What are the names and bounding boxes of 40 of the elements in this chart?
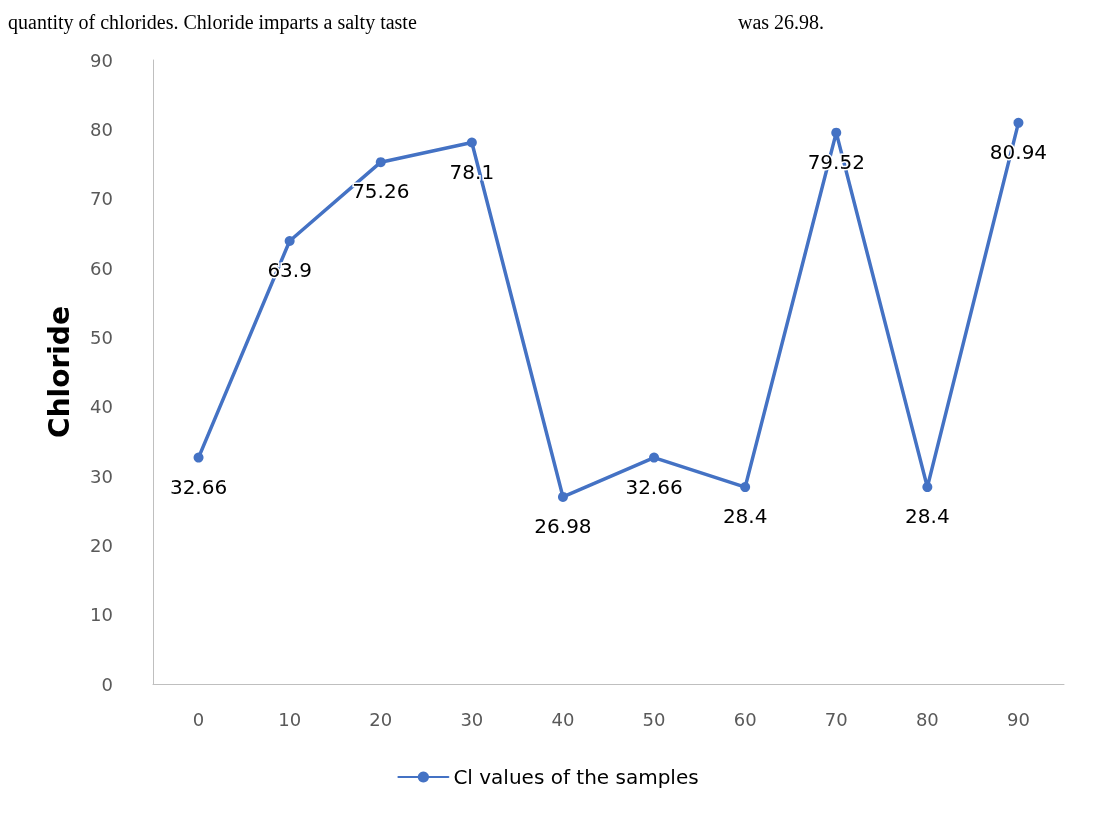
point (831, 127, 842, 138)
x-tick-label: 40 (551, 708, 575, 730)
x-tick-label: 10 (278, 708, 302, 730)
data-label: 26.98 (534, 513, 592, 538)
data-label: 75.26 (352, 179, 410, 204)
text: quantity of chlorides. Chloride imparts a salty taste (8, 11, 417, 34)
y-tick-label: 20 (90, 534, 113, 556)
point (466, 137, 477, 148)
y-tick-label: 40 (90, 396, 113, 418)
point (284, 235, 295, 246)
y-tick-label: 0 (101, 673, 113, 695)
x-tick-label: 0 (192, 708, 205, 730)
x-tick-label: 30 (460, 708, 484, 730)
point (375, 157, 386, 168)
point (557, 491, 568, 502)
y-tick-label: 80 (90, 118, 113, 140)
legend-label: Cl values of the samples (453, 765, 699, 789)
data-label: 28.4 (905, 504, 950, 529)
data-label: 32.66 (625, 474, 683, 499)
point (740, 482, 751, 493)
point (193, 452, 204, 463)
x-tick-label: 60 (733, 708, 757, 730)
y-tick-label: 60 (90, 257, 113, 279)
x-tick-label: 70 (824, 708, 848, 730)
y-tick-label: 90 (90, 49, 113, 71)
x-tick-label: 50 (642, 708, 666, 730)
x-tick-label: 80 (915, 708, 939, 730)
y-tick-label: 10 (90, 604, 113, 626)
y-tick-label: 70 (90, 188, 113, 210)
data-label: 28.4 (722, 504, 768, 529)
y-tick-label: 50 (90, 326, 113, 348)
point (1013, 117, 1024, 128)
y-tick-label: 30 (90, 465, 113, 487)
point (649, 452, 660, 463)
data-label: 32.66 (169, 474, 228, 499)
x-tick-label: 90 (1007, 708, 1030, 730)
text: was 26.98. (738, 11, 825, 33)
y-axis-title: Chloride (42, 306, 76, 438)
x-tick-label: 20 (369, 708, 393, 730)
point (922, 482, 933, 493)
